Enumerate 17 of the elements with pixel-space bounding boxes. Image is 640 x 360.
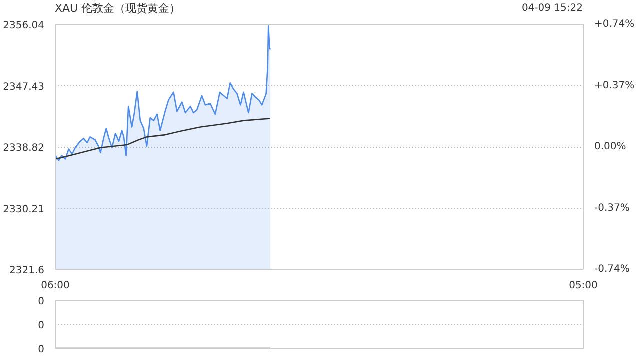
x-tick-label: 05:00 bbox=[569, 280, 598, 292]
y-tick-label: 0 bbox=[38, 320, 45, 332]
y2-tick-label: +0.37% bbox=[594, 80, 635, 92]
y2-tick-label: -0.37% bbox=[594, 202, 630, 214]
y-tick-label: 2347.43 bbox=[3, 82, 45, 93]
y-tick-label: 2330.21 bbox=[3, 204, 45, 216]
y2-tick-label: -0.74% bbox=[594, 264, 630, 275]
y-tick-label: 2338.82 bbox=[3, 143, 45, 154]
y2-tick-label: +0.74% bbox=[594, 19, 635, 30]
text: 04-09 15:22 bbox=[522, 2, 583, 16]
chart-title: XAU 伦敦金（现货黄金） bbox=[55, 1, 181, 17]
y-tick-label: 0 bbox=[38, 344, 45, 356]
y-tick-label: 0 bbox=[38, 296, 45, 308]
y-tick-label: 2321.6 bbox=[10, 266, 45, 276]
x-tick-label: 06:00 bbox=[41, 280, 70, 292]
y-tick-label: 2356.04 bbox=[3, 20, 45, 32]
y2-tick-label: 0.00% bbox=[594, 142, 626, 152]
